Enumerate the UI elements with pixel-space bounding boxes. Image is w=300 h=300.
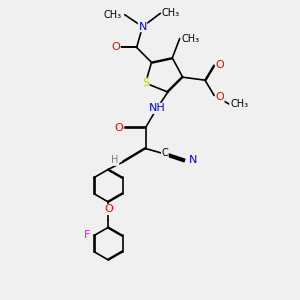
Text: CH₃: CH₃ bbox=[181, 34, 199, 44]
Text: N: N bbox=[138, 22, 147, 32]
Text: CH₃: CH₃ bbox=[103, 10, 122, 20]
Text: C: C bbox=[161, 148, 168, 158]
Text: O: O bbox=[215, 92, 224, 101]
Text: O: O bbox=[215, 60, 224, 70]
Text: F: F bbox=[83, 230, 90, 241]
Text: O: O bbox=[111, 43, 120, 52]
Text: S: S bbox=[142, 78, 149, 88]
Text: CH₃: CH₃ bbox=[162, 8, 180, 18]
Text: H: H bbox=[111, 155, 119, 165]
Text: O: O bbox=[104, 204, 113, 214]
Text: N: N bbox=[189, 155, 197, 165]
Text: NH: NH bbox=[149, 103, 166, 113]
Text: O: O bbox=[115, 123, 123, 133]
Text: CH₃: CH₃ bbox=[230, 99, 248, 109]
